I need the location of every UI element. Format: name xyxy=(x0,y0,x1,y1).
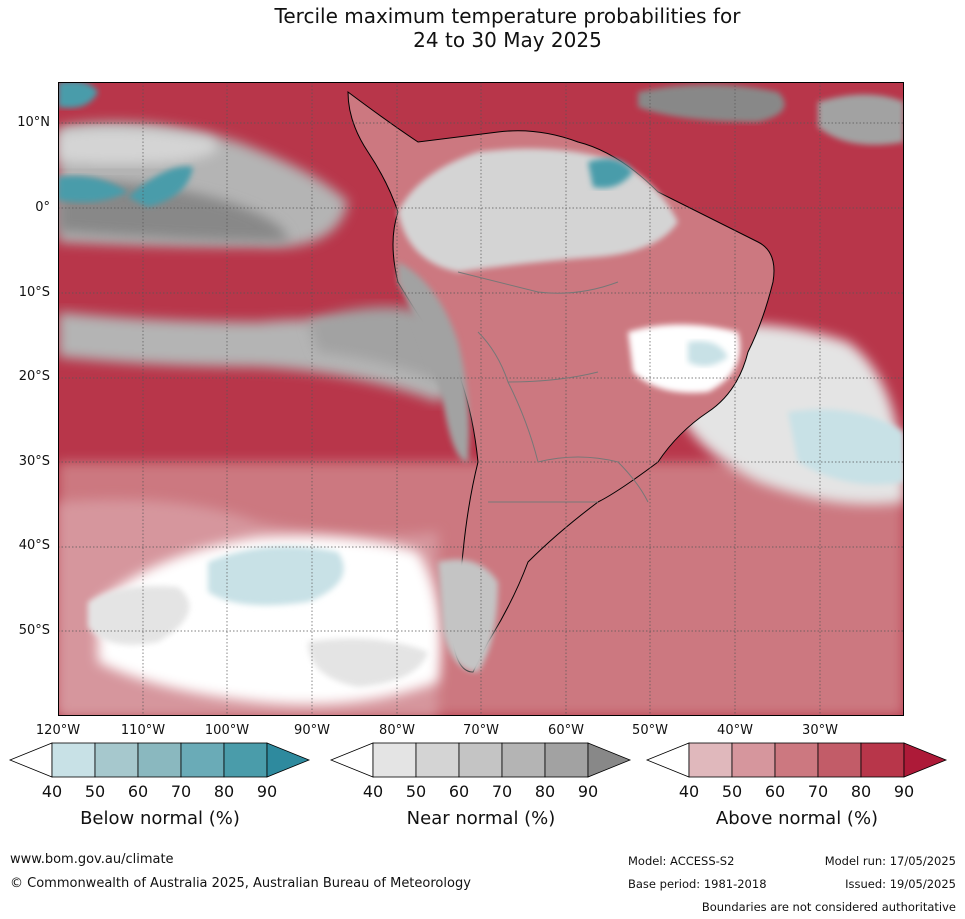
probability-map xyxy=(58,82,904,716)
south-pacific-blue xyxy=(208,546,344,606)
legend-below-swatch-1 xyxy=(51,742,96,778)
equatorial-blue-1 xyxy=(58,176,128,203)
south-pacific-grey-2 xyxy=(308,638,428,687)
legend-above-tick-70: 70 xyxy=(807,782,829,801)
legend-above-title: Above normal (%) xyxy=(715,808,879,829)
legend-below-swatch-4 xyxy=(180,742,225,778)
north-atlantic-grey-2 xyxy=(818,94,904,145)
legend-below-swatch-3 xyxy=(137,742,182,778)
legend-near-swatch-1 xyxy=(372,742,417,778)
legend-near-swatch-6 xyxy=(587,742,632,778)
brazil-blue xyxy=(688,341,728,366)
graticule xyxy=(58,82,904,716)
legend-above-swatch-6 xyxy=(903,742,948,778)
lat-label-10n: 10°N xyxy=(17,115,50,130)
legend-above-tick-40: 40 xyxy=(678,782,700,801)
legend-below-tick-60: 60 xyxy=(127,782,149,801)
legend-below-tick-90: 90 xyxy=(256,782,278,801)
legend-above-normal-colorbar xyxy=(645,742,948,778)
lon-label-100w: 100°W xyxy=(204,723,250,738)
lon-label-40w: 40°W xyxy=(717,723,753,738)
legend-near-tick-40: 40 xyxy=(362,782,384,801)
brazil-white xyxy=(628,324,740,393)
equatorial-blue-2 xyxy=(128,166,193,207)
lat-label-30s: 30°S xyxy=(18,454,50,469)
legend-above-swatch-2 xyxy=(731,742,776,778)
base-period-text: Base period: 1981-2018 xyxy=(628,877,767,891)
legend-below-tick-70: 70 xyxy=(170,782,192,801)
legend-near-tick-50: 50 xyxy=(405,782,427,801)
legend-near-swatch-5 xyxy=(544,742,589,778)
legend-above-tick-80: 80 xyxy=(850,782,872,801)
legend-below-swatch-0 xyxy=(8,742,53,778)
legend-near-tick-70: 70 xyxy=(491,782,513,801)
legend-above-swatch-0 xyxy=(645,742,690,778)
copyright-text: © Commonwealth of Australia 2025, Austra… xyxy=(10,876,471,891)
issued-text: Issued: 19/05/2025 xyxy=(845,877,956,891)
legend-below-swatch-2 xyxy=(94,742,139,778)
legend-below-tick-80: 80 xyxy=(213,782,235,801)
legend-near-swatch-4 xyxy=(501,742,546,778)
title-line-2: 24 to 30 May 2025 xyxy=(413,28,602,52)
nw-corner-blue xyxy=(58,82,98,108)
lat-label-20s: 20°S xyxy=(18,369,50,384)
lon-label-110w: 110°W xyxy=(120,723,166,738)
legend-below-title: Below normal (%) xyxy=(80,808,240,829)
lat-label-10s: 10°S xyxy=(18,285,50,300)
legend-above-tick-60: 60 xyxy=(764,782,786,801)
disclaimer-text: Boundaries are not considered authoritat… xyxy=(701,900,956,914)
website-link[interactable]: www.bom.gov.au/climate xyxy=(10,852,174,867)
legend-above-swatch-3 xyxy=(774,742,819,778)
lon-label-50w: 50°W xyxy=(632,723,668,738)
lat-label-40s: 40°S xyxy=(18,538,50,553)
country-boundaries xyxy=(457,271,649,503)
legend-near-tick-80: 80 xyxy=(534,782,556,801)
lon-label-60w: 60°W xyxy=(548,723,584,738)
legend-near-title: Near normal (%) xyxy=(406,808,556,829)
legend-below-swatch-5 xyxy=(223,742,268,778)
south-pacific-grey xyxy=(88,586,190,645)
legend-above-tick-90: 90 xyxy=(893,782,915,801)
legend-below-swatch-6 xyxy=(266,742,311,778)
lon-label-80w: 80°W xyxy=(379,723,415,738)
guiana-blue xyxy=(588,158,633,188)
legend-near-swatch-3 xyxy=(458,742,503,778)
lon-label-30w: 30°W xyxy=(802,723,838,738)
legend-above-swatch-4 xyxy=(817,742,862,778)
south-atlantic-blue xyxy=(788,409,904,485)
legend-near-tick-60: 60 xyxy=(448,782,470,801)
legend-near-swatch-0 xyxy=(329,742,374,778)
equatorial-light-grey xyxy=(58,128,218,165)
legend-near-tick-90: 90 xyxy=(577,782,599,801)
patagonia-grey xyxy=(438,559,498,672)
legend-below-normal-colorbar xyxy=(8,742,311,778)
lon-label-120w: 120°W xyxy=(35,723,81,738)
lat-label-0: 0° xyxy=(35,200,50,215)
legend-above-swatch-1 xyxy=(688,742,733,778)
lat-label-50s: 50°S xyxy=(18,623,50,638)
lon-label-90w: 90°W xyxy=(294,723,330,738)
model-run-text: Model run: 17/05/2025 xyxy=(824,854,956,868)
model-text: Model: ACCESS-S2 xyxy=(628,854,735,868)
andes-grey xyxy=(398,262,470,462)
lon-label-70w: 70°W xyxy=(463,723,499,738)
legend-near-swatch-2 xyxy=(415,742,460,778)
legend-below-tick-50: 50 xyxy=(84,782,106,801)
legend-near-normal-colorbar xyxy=(329,742,632,778)
legend-above-swatch-5 xyxy=(860,742,905,778)
title-line-1: Tercile maximum temperature probabilitie… xyxy=(274,4,741,28)
map-title: Tercile maximum temperature probabilitie… xyxy=(0,4,965,52)
legend-above-tick-50: 50 xyxy=(721,782,743,801)
north-atlantic-grey xyxy=(638,84,785,122)
legend-below-tick-40: 40 xyxy=(41,782,63,801)
